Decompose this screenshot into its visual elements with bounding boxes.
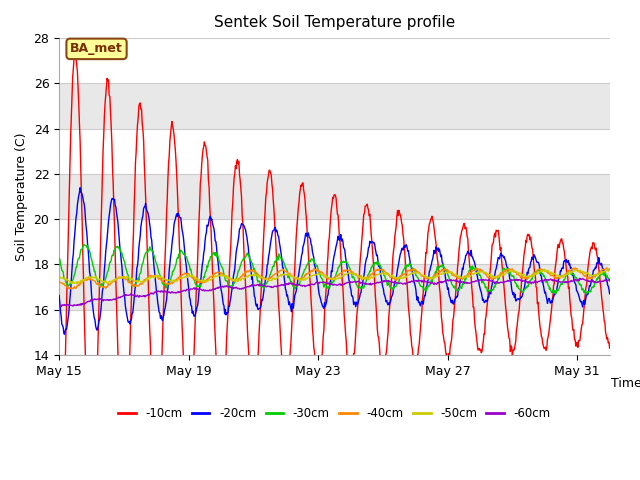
Bar	[59, 219, 610, 264]
Title: Sentek Soil Temperature profile: Sentek Soil Temperature profile	[214, 15, 455, 30]
Bar	[59, 264, 610, 310]
Bar	[59, 174, 610, 219]
Text: BA_met: BA_met	[70, 42, 123, 55]
Y-axis label: Soil Temperature (C): Soil Temperature (C)	[15, 132, 28, 261]
Bar	[59, 84, 610, 129]
Bar	[59, 38, 610, 84]
Bar	[59, 129, 610, 174]
Bar	[59, 310, 610, 355]
X-axis label: Time: Time	[611, 377, 640, 390]
Legend: -10cm, -20cm, -30cm, -40cm, -50cm, -60cm: -10cm, -20cm, -30cm, -40cm, -50cm, -60cm	[113, 402, 556, 424]
